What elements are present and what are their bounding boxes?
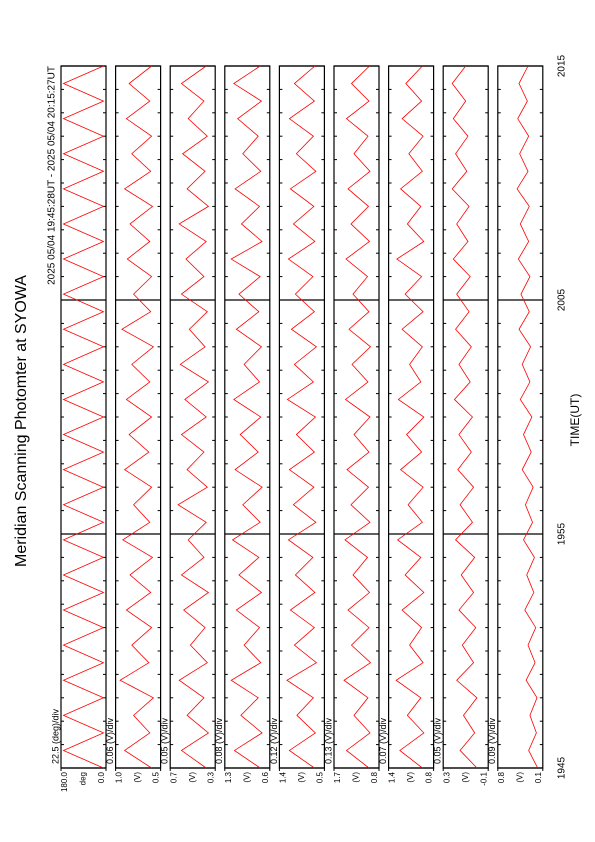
y-tick-label: -0.1 <box>479 771 488 785</box>
scale-label: 0.13 (V)/div <box>323 717 333 764</box>
y-axis-unit: deg <box>79 772 88 785</box>
y-tick-label: 180.0 <box>60 771 69 792</box>
y-tick-label: 0.8 <box>370 771 379 783</box>
signal-line <box>395 65 425 769</box>
y-tick-label: 0.5 <box>152 771 161 783</box>
y-axis-unit: (V) <box>352 772 361 783</box>
scale-label: 22.5 (deg)/div <box>50 708 60 764</box>
signal-line <box>286 65 318 769</box>
scale-label: 0.05 (V)/div <box>160 717 170 764</box>
y-axis-unit: (V) <box>297 772 306 783</box>
y-tick-label: 0.8 <box>497 771 506 783</box>
y-tick-label: 1.4 <box>279 771 288 783</box>
x-tick-label: 1955 <box>557 522 568 545</box>
signal-line <box>119 65 155 769</box>
scale-label: 0.05 (V)/div <box>433 717 443 764</box>
y-axis-unit: (V) <box>461 772 470 783</box>
y-tick-label: 0.1 <box>534 771 543 783</box>
y-axis-unit: (V) <box>515 772 524 783</box>
y-tick-label: 0.7 <box>169 771 178 783</box>
chart-subtitle: 2025 05/04 19:45:28UT - 2025 05/04 20:15… <box>47 66 58 285</box>
y-axis-unit: (V) <box>242 772 251 783</box>
y-axis-unit: (V) <box>133 772 142 783</box>
y-tick-label: 0.0 <box>97 771 106 783</box>
y-tick-label: 0.5 <box>316 771 325 783</box>
signal-line <box>177 65 210 769</box>
chart-title: Meridian Scanning Photomter at SYOWA <box>13 275 30 567</box>
signal-line <box>62 65 105 769</box>
scale-label: 0.12 (V)/div <box>269 717 279 764</box>
x-tick-label: 1945 <box>557 756 568 779</box>
y-tick-label: 0.3 <box>206 771 215 783</box>
y-tick-label: 1.7 <box>333 771 342 783</box>
x-tick-label: 2015 <box>557 54 568 77</box>
rotated-chart: Meridian Scanning Photomter at SYOWA 202… <box>13 54 582 792</box>
signal-line <box>343 65 372 769</box>
y-tick-label: 1.3 <box>224 771 233 783</box>
x-axis-label: TIME(UT) <box>568 394 582 447</box>
signal-line <box>516 65 539 769</box>
scale-label: 0.08 (V)/div <box>214 717 224 764</box>
y-tick-label: 1.4 <box>388 771 397 783</box>
scale-label: 0.07 (V)/div <box>378 717 388 764</box>
scale-label: 0.06 (V)/div <box>105 717 115 764</box>
y-tick-label: 1.0 <box>115 771 124 783</box>
y-tick-label: 0.6 <box>261 771 270 783</box>
signal-line <box>230 65 263 769</box>
signal-line <box>451 65 478 769</box>
y-axis-unit: (V) <box>406 772 415 783</box>
scale-label: 0.09 (V)/div <box>487 717 497 764</box>
y-tick-label: 0.8 <box>425 771 434 783</box>
y-tick-label: 0.3 <box>442 771 451 783</box>
x-tick-label: 2005 <box>557 288 568 311</box>
y-axis-unit: (V) <box>188 772 197 783</box>
